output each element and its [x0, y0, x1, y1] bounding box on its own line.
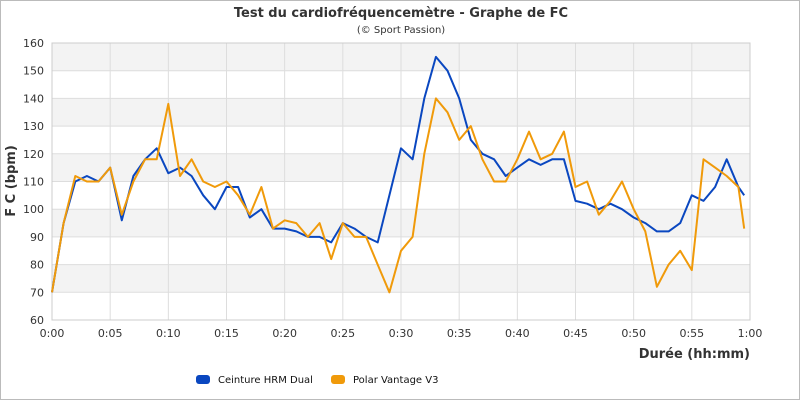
chart-subtitle: (© Sport Passion) [357, 25, 445, 36]
chart-title: Test du cardiofréquencemètre - Graphe de… [234, 6, 568, 21]
legend-label-polar: Polar Vantage V3 [353, 375, 438, 386]
x-tick-label: 0:35 [447, 327, 472, 340]
y-tick-label: 60 [30, 314, 44, 327]
x-tick-label: 0:25 [330, 327, 355, 340]
y-tick-label: 100 [23, 203, 44, 216]
series-line-ceinture [51, 55, 746, 293]
plot-frame [51, 42, 751, 321]
y-tick-label: 70 [30, 286, 44, 299]
legend-swatch-ceinture [196, 375, 210, 384]
x-tick-label: 0:30 [389, 327, 414, 340]
y-tick-label: 110 [23, 176, 44, 189]
series-line-polar [51, 97, 746, 294]
x-tick-label: 1:00 [738, 327, 763, 340]
y-tick-label: 130 [23, 120, 44, 133]
y-tick-label: 120 [23, 148, 44, 161]
legend-label-ceinture: Ceinture HRM Dual [218, 375, 313, 386]
x-tick-label: 0:45 [563, 327, 588, 340]
y-axis-label: F C (bpm) [4, 145, 19, 217]
y-tick-label: 90 [30, 231, 44, 244]
x-tick-label: 0:10 [156, 327, 181, 340]
y-tick-label: 150 [23, 65, 44, 78]
x-tick-label: 0:40 [505, 327, 530, 340]
y-tick-label: 160 [23, 37, 44, 50]
x-tick-label: 0:20 [272, 327, 297, 340]
x-tick-label: 0:15 [214, 327, 239, 340]
x-tick-label: 0:05 [98, 327, 123, 340]
y-tick-label: 80 [30, 259, 44, 272]
x-tick-label: 0:50 [621, 327, 646, 340]
x-axis-label: Durée (hh:mm) [639, 347, 750, 362]
legend-swatch-polar [331, 375, 345, 384]
x-tick-label: 0:55 [679, 327, 704, 340]
legend: Ceinture HRM Dual Polar Vantage V3 [196, 375, 438, 386]
y-tick-label: 140 [23, 92, 44, 105]
x-tick-label: 0:00 [40, 327, 65, 340]
